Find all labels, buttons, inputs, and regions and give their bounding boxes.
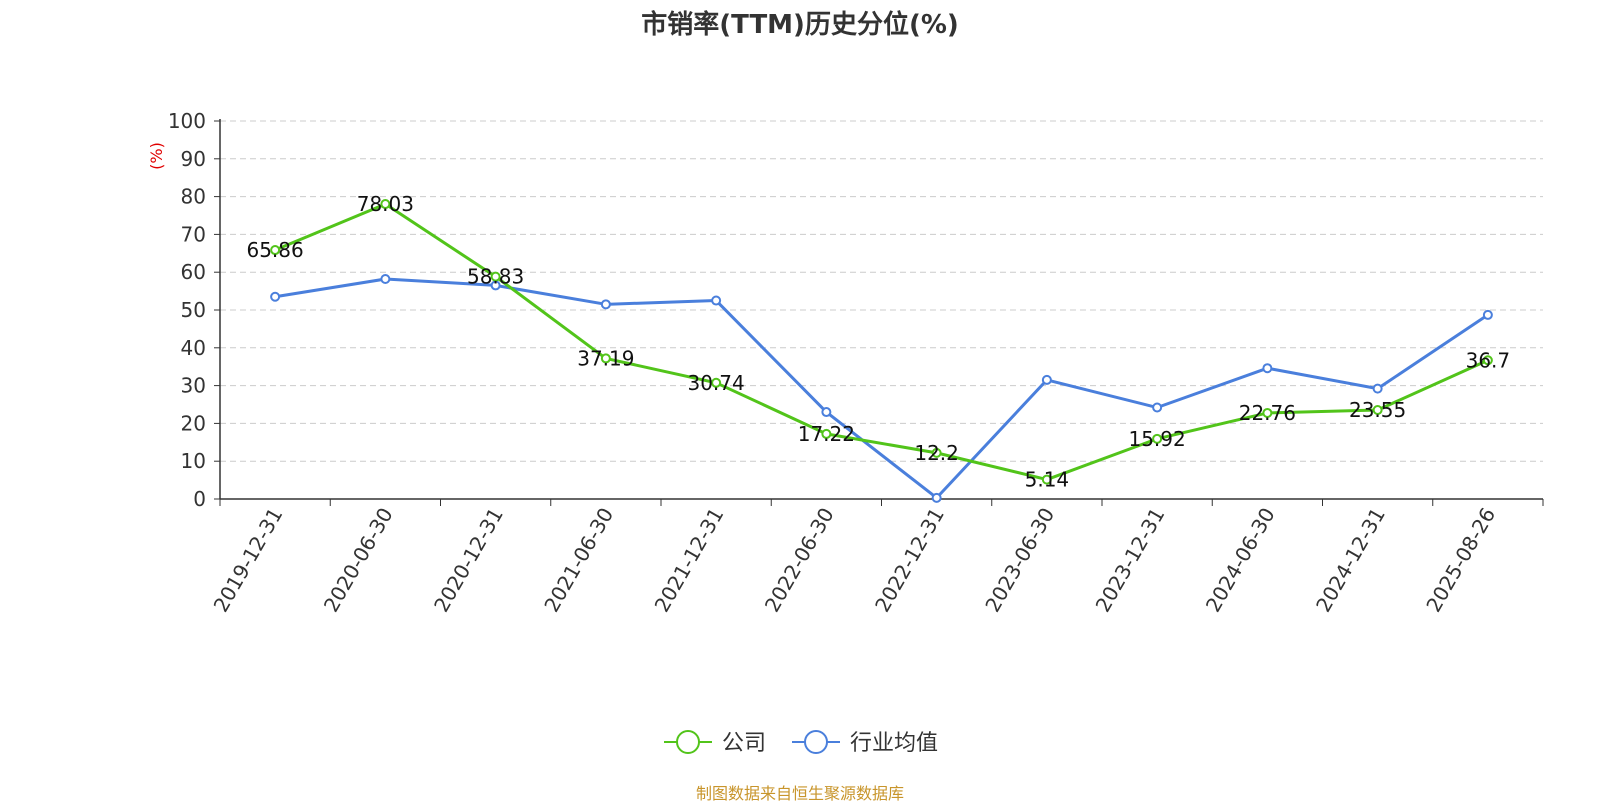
industry-point: [711, 295, 722, 306]
company-point: [821, 428, 832, 439]
y-tick-label: 90: [181, 147, 206, 171]
company-data-label: 36.7: [1466, 348, 1511, 372]
company-point: [600, 353, 611, 364]
industry-point: [1262, 363, 1273, 374]
company-data-label: 12.2: [914, 441, 959, 465]
y-tick-label: 100: [168, 109, 206, 133]
y-tick-label: 80: [181, 185, 206, 209]
company-data-label: 15.92: [1128, 427, 1185, 451]
company-point: [380, 199, 391, 210]
company-point: [711, 377, 722, 388]
y-tick-label: 10: [181, 449, 206, 473]
industry-point: [380, 274, 391, 285]
legend-industry-label: 行业均值: [850, 731, 938, 756]
company-point: [1372, 404, 1383, 415]
company-data-label: 17.22: [798, 422, 855, 446]
industry-point: [600, 299, 611, 310]
x-tick-label: 2020-12-31: [429, 504, 508, 617]
company-data-label: 37.19: [577, 346, 634, 370]
chart-title: 市销率(TTM)历史分位(%): [641, 10, 959, 40]
x-tick-label: 2025-08-26: [1421, 504, 1500, 617]
x-tick-label: 2019-12-31: [209, 504, 288, 617]
company-point: [270, 245, 281, 256]
industry-point: [1041, 374, 1052, 385]
company-data-label: 5.14: [1025, 468, 1070, 492]
industry-series-line: [274, 277, 1489, 500]
company-point: [1262, 407, 1273, 418]
industry-point: [821, 407, 832, 418]
company-point: [1041, 474, 1052, 485]
company-series-line: [274, 202, 1489, 482]
source-note: 制图数据来自恒生聚源数据库: [695, 784, 904, 803]
company-data-label: 23.55: [1349, 398, 1406, 422]
y-tick-label: 30: [181, 374, 206, 398]
company-point: [490, 271, 501, 282]
y-axis-unit-label: (%): [147, 142, 166, 170]
y-tick-label: 20: [181, 411, 206, 435]
industry-point: [270, 291, 281, 302]
company-point: [1152, 433, 1163, 444]
legend-company-marker: [676, 730, 700, 754]
company-data-label: 22.76: [1239, 401, 1296, 425]
y-tick-label: 0: [193, 487, 206, 511]
x-tick-label: 2024-12-31: [1311, 504, 1390, 617]
company-data-label: 65.86: [246, 238, 303, 262]
y-tick-label: 70: [181, 222, 206, 246]
x-tick-label: 2022-06-30: [760, 504, 839, 617]
x-tick-label: 2022-12-31: [870, 504, 949, 617]
industry-point: [931, 492, 942, 503]
x-tick-label: 2024-06-30: [1201, 504, 1280, 617]
industry-point: [1482, 309, 1493, 320]
y-tick-label: 50: [181, 298, 206, 322]
industry-point: [1372, 383, 1383, 394]
company-data-label: 58.83: [467, 265, 524, 289]
industry-point: [1152, 402, 1163, 413]
legend-industry-marker: [804, 730, 828, 754]
y-tick-label: 40: [181, 336, 206, 360]
x-tick-label: 2023-06-30: [980, 504, 1059, 617]
company-data-label: 30.74: [687, 371, 744, 395]
company-data-label: 78.03: [357, 192, 414, 216]
y-tick-label: 60: [181, 260, 206, 284]
x-tick-label: 2021-12-31: [650, 504, 729, 617]
x-tick-label: 2020-06-30: [319, 504, 398, 617]
legend-company-label: 公司: [722, 731, 766, 756]
company-point: [931, 447, 942, 458]
x-tick-label: 2023-12-31: [1091, 504, 1170, 617]
x-tick-label: 2021-06-30: [539, 504, 618, 617]
company-point: [1482, 355, 1493, 366]
